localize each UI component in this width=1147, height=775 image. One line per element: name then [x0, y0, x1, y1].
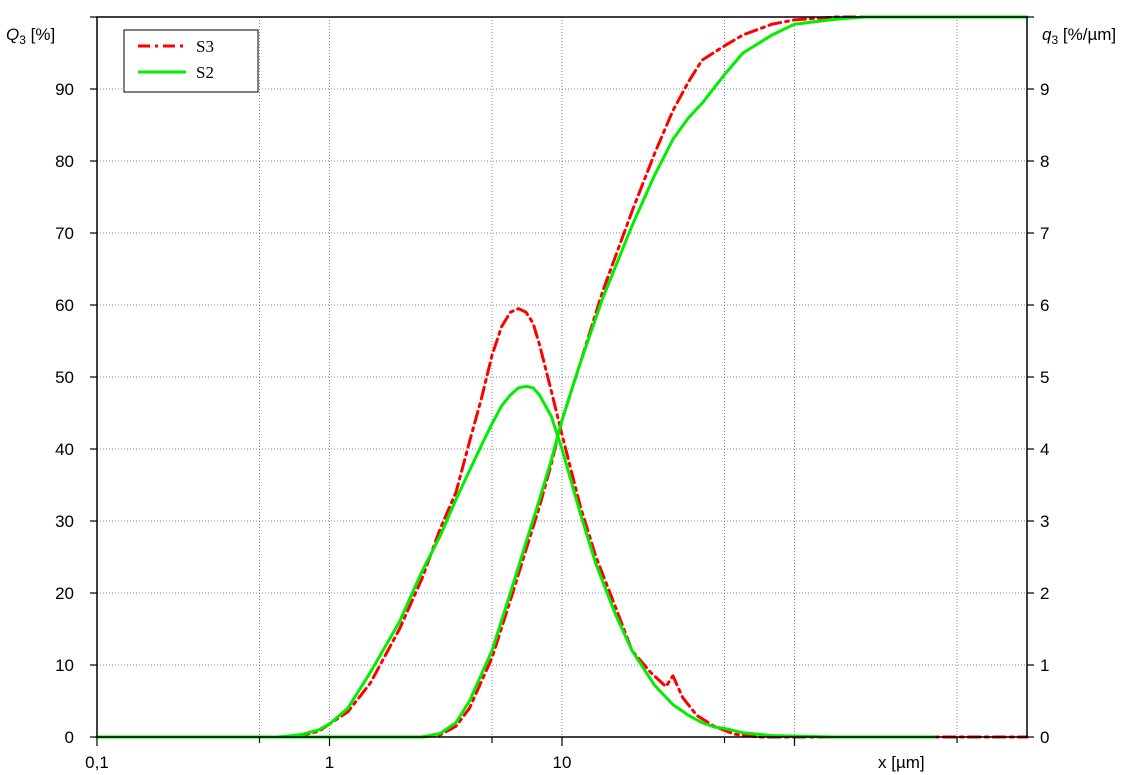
right-axis-title-main: q — [1042, 25, 1052, 44]
right-axis-title: q3 [%/µm] — [1042, 25, 1116, 47]
legend-box — [123, 29, 259, 93]
y-right-tick-label: 7 — [1040, 224, 1049, 243]
series-s2-cumulative-line — [95, 15, 1029, 739]
y-left-tick-label: 50 — [55, 368, 74, 387]
y-left-tick-label: 40 — [55, 440, 74, 459]
right-axis-title-rest: [%/µm] — [1058, 25, 1116, 44]
left-axis-title-rest: [%] — [26, 25, 55, 44]
y-left-tick-label: 70 — [55, 224, 74, 243]
series-layer — [95, 15, 1029, 739]
legend: S3 S2 — [123, 29, 259, 93]
y-right-tick-label: 6 — [1040, 296, 1049, 315]
y-right-tick-label: 3 — [1040, 512, 1049, 531]
y-right-tick-label: 1 — [1040, 656, 1049, 675]
legend-label-s2: S2 — [196, 63, 214, 82]
x-tick-label: 1 — [325, 753, 334, 772]
series-s3-density-line — [95, 307, 1029, 739]
y-left-tick-label: 0 — [65, 728, 74, 747]
y-left-tick-label: 20 — [55, 584, 74, 603]
y-left-tick-label: 30 — [55, 512, 74, 531]
y-right-tick-label: 8 — [1040, 152, 1049, 171]
series-s2-density-line — [95, 384, 936, 739]
y-right-tick-label: 2 — [1040, 584, 1049, 603]
y-right-tick-label: 0 — [1040, 728, 1049, 747]
x-tick-label: 0,1 — [85, 753, 109, 772]
x-axis-title: x [µm] — [878, 753, 925, 772]
left-axis-title-sub: 3 — [19, 33, 26, 47]
grid — [97, 17, 1027, 737]
y-left-tick-label: 60 — [55, 296, 74, 315]
y-right-tick-label: 5 — [1040, 368, 1049, 387]
y-left-tick-label: 10 — [55, 656, 74, 675]
y-left-tick-label: 90 — [55, 80, 74, 99]
left-axis-title-main: Q — [6, 25, 19, 44]
series-s3-cumulative-line — [95, 15, 1029, 739]
y-right-tick-label: 9 — [1040, 80, 1049, 99]
y-left-tick-label: 80 — [55, 152, 74, 171]
legend-label-s3: S3 — [196, 37, 214, 56]
right-axis-title-sub: 3 — [1051, 33, 1058, 47]
y-right-tick-label: 4 — [1040, 440, 1049, 459]
x-tick-label: 10 — [553, 753, 572, 772]
axes: 0,1 1 10 0 10 20 30 40 50 60 70 80 90 0 1 2 3 4 5 6 7 8 9 — [55, 16, 1049, 772]
left-axis-title: Q3 [%] — [6, 25, 55, 47]
